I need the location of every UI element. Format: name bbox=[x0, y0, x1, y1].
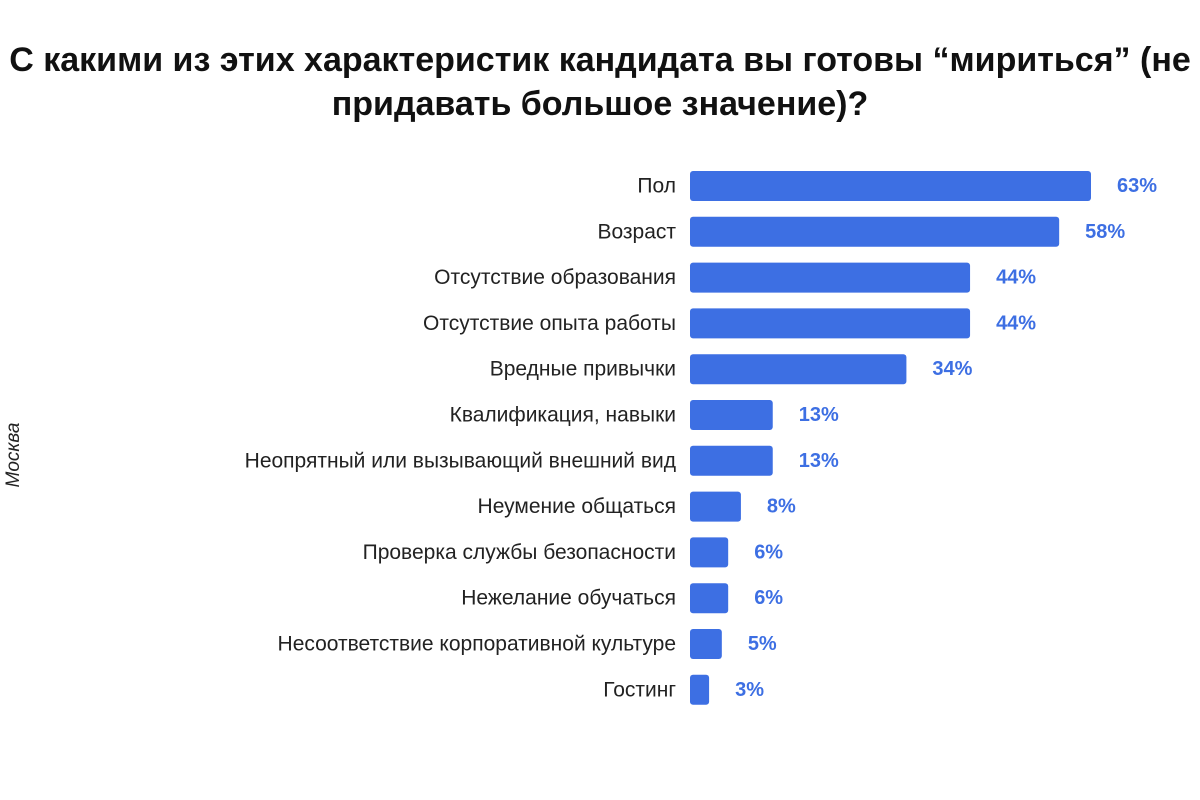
bar bbox=[690, 354, 907, 385]
category-label: Неумение общаться bbox=[478, 495, 676, 518]
bar bbox=[690, 629, 722, 659]
category-label: Вредные привычки bbox=[490, 358, 676, 381]
bar bbox=[690, 537, 729, 568]
category-label: Возраст bbox=[597, 220, 676, 243]
value-label: 3% bbox=[735, 679, 764, 701]
bar bbox=[690, 491, 741, 522]
value-label: 13% bbox=[799, 404, 839, 426]
value-label: 13% bbox=[799, 450, 839, 472]
value-label: 8% bbox=[767, 496, 796, 518]
category-label: Нежелание обучаться bbox=[461, 587, 676, 610]
category-label: Отсутствие опыта работы bbox=[423, 312, 676, 335]
bar bbox=[690, 262, 971, 293]
value-label: 6% bbox=[754, 587, 783, 609]
bar bbox=[690, 445, 773, 476]
category-label: Отсутствие образования bbox=[434, 266, 676, 289]
value-label: 63% bbox=[1117, 175, 1157, 197]
category-label: Квалификация, навыки bbox=[450, 404, 676, 427]
bar bbox=[690, 674, 710, 705]
bar bbox=[690, 400, 773, 430]
bar bbox=[690, 583, 729, 614]
category-label: Несоответствие корпоративной культуре bbox=[278, 633, 676, 656]
value-label: 58% bbox=[1085, 221, 1125, 243]
category-label: Неопрятный или вызывающий внешний вид bbox=[245, 449, 676, 472]
category-label: Гостинг bbox=[603, 678, 676, 701]
chart-title: С какими из этих характеристик кандидата… bbox=[9, 41, 1191, 123]
category-label: Пол bbox=[637, 175, 676, 198]
bar bbox=[690, 216, 1060, 247]
value-label: 6% bbox=[754, 541, 783, 563]
value-label: 44% bbox=[996, 312, 1036, 334]
bar bbox=[690, 171, 1091, 201]
value-label: 34% bbox=[932, 358, 972, 380]
value-label: 5% bbox=[748, 633, 777, 655]
category-label: Проверка службы безопасности bbox=[363, 541, 676, 564]
bar bbox=[690, 308, 971, 339]
value-label: 44% bbox=[996, 267, 1036, 289]
